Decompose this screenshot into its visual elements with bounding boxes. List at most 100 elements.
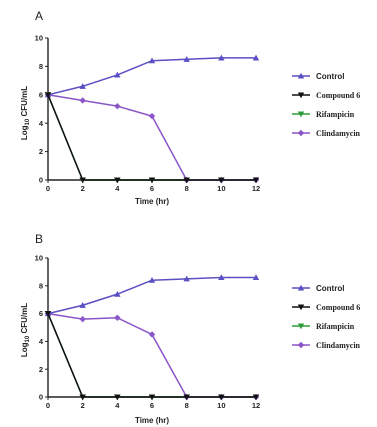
- panel-a-x-tick-label: 10: [217, 184, 225, 193]
- panel-a-y-tick-label: 0: [39, 176, 43, 185]
- panel-b-legend-compound-6-label: Compound 6: [316, 303, 360, 312]
- panel-a-y-tick-label: 8: [39, 62, 43, 71]
- panel-a-series-compound-6-point: [44, 92, 52, 98]
- panel-b-ylabel: Log10 CFU/mL: [20, 303, 31, 357]
- panel-b-y-tick-label: 4: [39, 337, 44, 346]
- panel-a-series-compound-6-line: [47, 94, 256, 181]
- panel-a-x-tick-label: 6: [150, 184, 154, 193]
- panel-b-legend-clindamycin-marker: [297, 341, 305, 349]
- panel-b-series-compound-6-point: [44, 311, 52, 317]
- panel-b-ylabel-sub: 10: [25, 335, 31, 342]
- panel-b-series: [44, 274, 260, 401]
- panel-b-x-tick-label: 2: [81, 401, 85, 410]
- panel-a-series-clindamycin-point: [114, 102, 121, 110]
- panel-a-series-control-point: [114, 71, 121, 78]
- panel-a-x-tick-label: 8: [185, 184, 189, 193]
- panel-b-x-tick-label: 10: [217, 401, 225, 410]
- panel-b-y-tick-label: 10: [35, 254, 43, 263]
- panel-a-xlabel: Time (hr): [135, 197, 169, 206]
- panel-b-y-tick-label: 0: [39, 393, 43, 402]
- panel-b-series-control-point: [183, 275, 190, 282]
- panel-a-legend-rifampicin-label: Rifampicin: [316, 110, 355, 119]
- panel-b-series-control-point: [114, 290, 121, 297]
- panel-a-series-control-point: [183, 56, 190, 62]
- panel-a-ylabel: Log10 CFU/mL: [20, 86, 31, 140]
- panel-a-legend-control-marker: [297, 72, 305, 79]
- panel-a-label: A: [35, 9, 43, 23]
- panel-b-series-rifampicin-line: [47, 313, 256, 398]
- panel-b-ylabel-suffix: CFU/mL: [20, 303, 29, 336]
- panel-b-series-clindamycin-point: [148, 331, 156, 338]
- panel-a-y-tick-label: 2: [39, 147, 43, 156]
- panel-a-x-tick-label: 2: [81, 184, 85, 193]
- panel-a-series-control-point: [218, 54, 225, 61]
- panel-a-legend-compound-6-marker: [297, 92, 305, 99]
- panel-a-x-tick-label: 12: [252, 184, 260, 193]
- panel-b-series-compound-6-point: [79, 394, 86, 401]
- panel-a-series-control-line: [47, 57, 256, 96]
- panel-a-legend-control-label: Control: [316, 72, 344, 81]
- panel-a-series-clindamycin-point: [79, 97, 86, 104]
- panel-b-legend-rifampicin-label: Rifampicin: [316, 322, 355, 331]
- panel-a-series-clindamycin-line: [47, 94, 256, 181]
- panel-b-label: B: [35, 232, 43, 246]
- panel-a-series-compound-6-point: [218, 177, 225, 184]
- panel-b-series-compound-6-point: [183, 394, 190, 401]
- panel-a-legend-clindamycin-label: Clindamycin: [316, 129, 361, 138]
- panel-b-series-compound-6-point: [114, 394, 121, 401]
- panel-a-legend-compound-6-label: Compound 6: [316, 91, 360, 100]
- panel-b-legend-rifampicin-marker: [297, 323, 305, 330]
- panel-b-ylabel-prefix: Log: [20, 342, 29, 357]
- panel-b-series-control-line: [47, 276, 256, 315]
- panel-a-series-compound-6-point: [114, 177, 121, 184]
- panel-b-x-tick-label: 8: [185, 401, 189, 410]
- panel-b-series-control-point: [79, 302, 86, 308]
- panel-b-series-clindamycin-point: [79, 315, 86, 323]
- panel-a-series-compound-6-point: [79, 177, 86, 184]
- panel-a-legend: Control Compound 6 Rifampicin Clindamycin: [292, 72, 361, 138]
- panel-a-legend-clindamycin-marker: [297, 129, 305, 137]
- panel-b-chart: B 0 2 4 6 8 10 12 0 2 4 6 8 10 Control Compound 6 Rifa…: [20, 232, 361, 425]
- panel-b-legend-control-label: Control: [316, 284, 344, 293]
- panel-b-x-tick-label: 0: [46, 401, 50, 410]
- panel-b-series-compound-6-line: [47, 313, 256, 398]
- panel-b-legend-clindamycin-label: Clindamycin: [316, 341, 361, 350]
- panel-b-series-control-point: [148, 277, 156, 283]
- panel-b-xlabel: Time (hr): [135, 416, 169, 425]
- panel-a-y-tick-label: 6: [39, 90, 43, 99]
- panel-b-legend-compound-6-marker: [297, 304, 305, 311]
- panel-a-legend-rifampicin-marker: [297, 111, 305, 118]
- panel-b-x-tick-label: 12: [252, 401, 260, 410]
- panel-a-series: [44, 54, 260, 184]
- panel-b-y-tick-label: 2: [39, 365, 43, 374]
- panel-a-series-compound-6-point: [183, 177, 190, 184]
- panel-a-series-compound-6-point: [252, 177, 260, 184]
- panel-b-series-control-point: [252, 274, 260, 281]
- panel-b-x-tick-label: 6: [150, 401, 154, 410]
- panel-a-x-tick-label: 0: [46, 184, 50, 193]
- panel-b-legend: Control Compound 6 Rifampicin Clindamycin: [292, 284, 361, 350]
- panel-a-series-control-point: [148, 57, 156, 64]
- panel-a-chart: A 0 2 4 6 8 10 12 0 2 4 6 8 10 Control Compound 6 Rifa…: [20, 9, 361, 206]
- panel-b-x-tick-label: 4: [115, 401, 120, 410]
- panel-b-series-clindamycin-point: [114, 314, 121, 321]
- panel-b-y-tick-label: 6: [39, 309, 43, 318]
- panel-a-series-control-point: [79, 83, 86, 89]
- panel-a-series-clindamycin-point: [148, 112, 156, 120]
- panel-b-y-tick-label: 8: [39, 281, 43, 290]
- panel-b-series-compound-6-point: [148, 394, 156, 401]
- panel-a-y-tick-label: 4: [39, 119, 44, 128]
- panel-a-y-tick-label: 10: [35, 34, 43, 43]
- panel-a-ylabel-sub: 10: [25, 118, 31, 125]
- panel-a-ylabel-prefix: Log: [20, 125, 29, 140]
- panel-b-series-compound-6-point: [218, 394, 225, 401]
- panel-a-series-compound-6-point: [148, 177, 156, 184]
- panel-a-ylabel-suffix: CFU/mL: [20, 86, 29, 119]
- panel-a-x-tick-label: 4: [115, 184, 120, 193]
- panel-a-series-rifampicin-line: [47, 94, 256, 181]
- panel-b-legend-control-marker: [297, 284, 305, 291]
- panel-b-series-clindamycin-line: [47, 312, 256, 398]
- panel-b-series-control-point: [218, 274, 225, 281]
- panel-a-series-control-point: [252, 54, 260, 61]
